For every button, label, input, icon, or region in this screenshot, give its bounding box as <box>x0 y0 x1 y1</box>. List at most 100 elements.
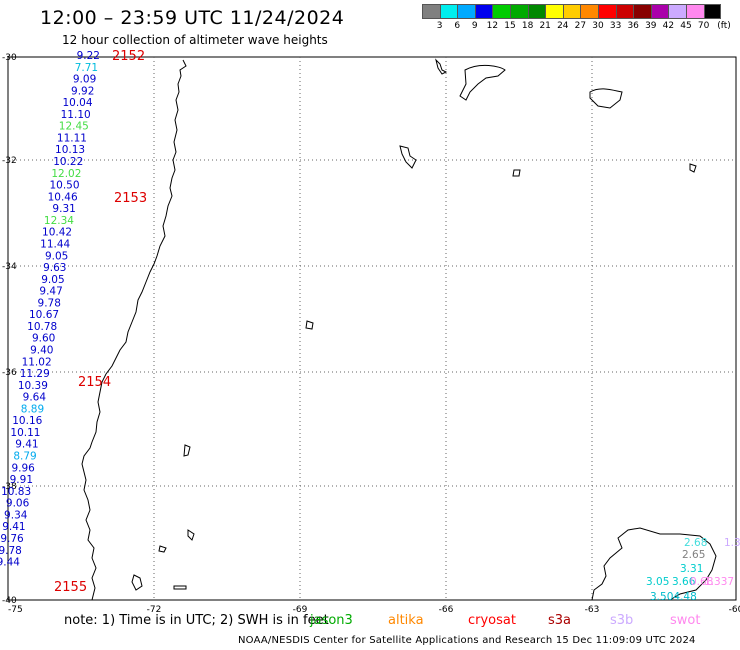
wave-height-value: 9.76 <box>0 533 24 545</box>
island <box>183 444 191 457</box>
map-title: 12:00 – 23:59 UTC 11/24/2024 <box>40 7 345 29</box>
lon-tick-label: -63 <box>585 605 600 615</box>
wave-height-value: 10.04 <box>62 97 92 109</box>
wave-height-value: 9.63 <box>43 262 66 274</box>
wave-height-value: 9.09 <box>73 74 96 86</box>
legend-label: 33 <box>609 21 622 31</box>
wave-height-value: 3.05 <box>646 576 669 588</box>
wave-height-value: 10.11 <box>10 427 40 439</box>
track-time-label: 2155 <box>54 580 87 595</box>
wave-height-value: 9.96 <box>11 462 35 474</box>
wave-height-value: 12.02 <box>51 168 81 180</box>
legend-swatch <box>685 4 704 19</box>
se-coastline <box>591 527 717 601</box>
lon-tick-label: -75 <box>8 605 23 615</box>
lon-tick-label: -66 <box>439 605 454 615</box>
legend-label: 24 <box>557 21 569 31</box>
wave-height-value: 9.41 <box>2 521 25 533</box>
wave-height-value: 2.65 <box>682 549 705 561</box>
legend-label: 12 <box>486 21 499 31</box>
wave-height-value: 9.31 <box>52 203 75 215</box>
track-time-label: 2152 <box>112 49 145 64</box>
wave-height-value: 9.78 <box>38 297 61 309</box>
track-time-label: 2154 <box>78 375 111 390</box>
wave-height-value: 9.47 <box>39 286 62 298</box>
wave-height-value: 9.22 <box>77 50 100 62</box>
wave-height-value: 10.50 <box>49 180 79 192</box>
wave-height-value: 9.41 <box>15 439 38 451</box>
legend-swatch <box>457 4 475 19</box>
wave-height-value: 9.34 <box>4 509 28 521</box>
legend-label: 45 <box>680 21 692 31</box>
lat-tick-label: -34 <box>2 262 17 272</box>
wave-height-value: 10.39 <box>18 380 48 392</box>
legend-swatch <box>703 4 722 19</box>
wave-height-value: 10.83 <box>1 486 31 498</box>
wave-height-value: 10.46 <box>48 191 78 203</box>
legend-label: 36 <box>627 21 639 31</box>
satellite-label-jason3: jason3 <box>310 613 353 628</box>
wave-height-value: 11.10 <box>61 109 91 121</box>
legend-label: 30 <box>592 21 604 31</box>
wave-height-value: 9.78 <box>0 545 22 557</box>
lon-tick-label: -60 <box>729 605 740 615</box>
island <box>173 585 187 590</box>
wave-height-value: 9.60 <box>32 333 55 345</box>
legend-swatch <box>492 4 510 19</box>
wave-height-value: 3.66 <box>672 576 696 588</box>
lat-tick-label: -30 <box>2 53 17 63</box>
legend-label: 39 <box>645 21 657 31</box>
legend-label: 18 <box>521 21 534 31</box>
wave-height-value: 10.16 <box>12 415 42 427</box>
legend-label: 3 <box>436 21 443 31</box>
wave-height-value: 12.34 <box>44 215 74 227</box>
wave-height-value: 1.337 <box>704 576 734 588</box>
island <box>158 545 167 553</box>
wave-height-value: 10.42 <box>42 227 72 239</box>
legend-swatch <box>668 4 686 19</box>
legend-label: 9 <box>471 21 478 31</box>
legend-swatch <box>580 4 598 19</box>
satellite-label-altika: altika <box>388 613 424 628</box>
legend-label: 15 <box>504 21 516 31</box>
wave-height-value: 9.91 <box>10 474 33 486</box>
legend-swatch <box>474 4 493 19</box>
wave-height-value: 7.71 <box>75 62 98 74</box>
legend-label: 21 <box>539 21 551 31</box>
wave-height-value: 10.67 <box>29 309 59 321</box>
legend-swatch <box>615 4 634 19</box>
wave-height-value: 10.22 <box>53 156 83 168</box>
wave-height-legend <box>422 4 722 19</box>
map-frame <box>7 56 737 601</box>
wave-height-value: 1.3 <box>724 537 740 549</box>
track-time-label: 2153 <box>114 191 147 206</box>
legend-swatch <box>545 4 563 19</box>
wave-height-value: 11.29 <box>20 368 50 380</box>
wave-height-value: 9.05 <box>45 250 68 262</box>
lon-tick-label: -69 <box>293 605 308 615</box>
island <box>399 145 417 169</box>
lat-tick-label: -32 <box>2 156 17 166</box>
footer-credit: NOAA/NESDIS Center for Satellite Applica… <box>238 635 696 646</box>
legend-swatch <box>422 4 440 19</box>
satellite-label-swot: swot <box>670 613 701 628</box>
wave-height-value: 10.78 <box>27 321 57 333</box>
lon-tick-label: -72 <box>147 605 162 615</box>
wave-height-value: 0.68 <box>690 576 713 588</box>
island <box>459 64 506 101</box>
wave-height-value: 2.68 <box>684 537 707 549</box>
wave-height-value: 9.64 <box>23 392 47 404</box>
wave-height-value: 9.05 <box>41 274 64 286</box>
legend-swatch <box>597 4 616 19</box>
legend-swatch <box>562 4 581 19</box>
wave-height-value: 8.79 <box>13 451 36 463</box>
wave-height-value: 12.45 <box>59 121 89 133</box>
wave-height-value: 11.02 <box>22 356 52 368</box>
legend-swatch <box>633 4 651 19</box>
island <box>305 320 314 330</box>
wave-height-value: 11.44 <box>40 238 70 250</box>
satellite-label-s3a: s3a <box>548 613 572 628</box>
wave-height-value: 9.06 <box>6 498 30 510</box>
wave-height-value: 9.92 <box>71 85 94 97</box>
